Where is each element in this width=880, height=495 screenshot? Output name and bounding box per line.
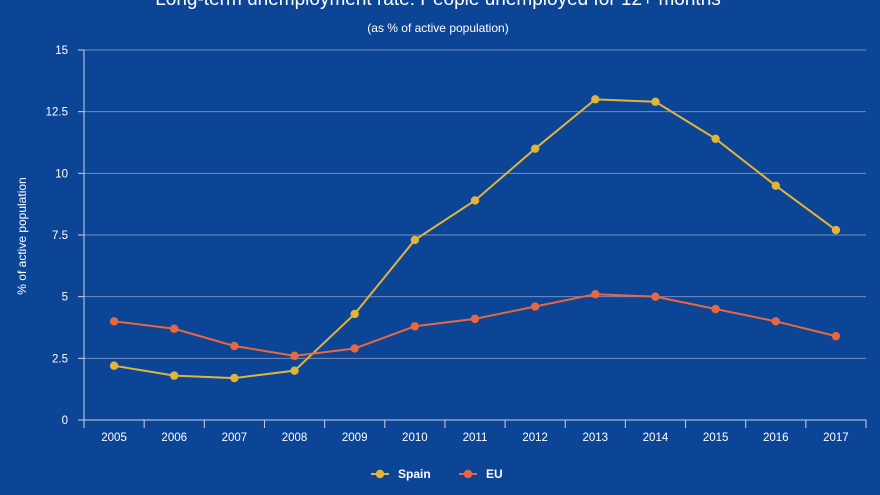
x-tick-label: 2006 (161, 432, 187, 444)
data-point-spain[interactable] (350, 309, 359, 319)
legend-label-eu: EU (486, 467, 503, 481)
data-point-eu[interactable] (290, 351, 299, 361)
y-tick-label: 12.5 (46, 107, 68, 119)
series-line-spain (113, 98, 837, 380)
data-point-spain[interactable] (290, 366, 299, 375)
data-point-spain[interactable] (470, 196, 480, 205)
data-point-spain[interactable] (711, 134, 720, 143)
data-point-spain[interactable] (831, 225, 841, 235)
legend-item-spain[interactable]: Spain (371, 467, 431, 481)
data-point-eu[interactable] (350, 344, 359, 353)
legend-marker-spain (375, 469, 385, 479)
y-tick-label: 15 (55, 45, 68, 57)
chart-subtitle: (as % of active population) (367, 21, 508, 35)
y-tick-label: 10 (55, 168, 68, 180)
axis-layer: 0 2.5 5 7.5 10 12.5 15 2005 2006 2007 2008 2009 2010… (46, 45, 867, 444)
data-point-eu[interactable] (530, 302, 540, 311)
x-tick-label: 2011 (463, 432, 488, 444)
data-point-spain[interactable] (230, 373, 239, 383)
x-tick-label: 2015 (703, 432, 729, 444)
y-axis-label: % of active population (15, 177, 29, 294)
data-point-spain[interactable] (771, 181, 780, 190)
data-point-eu[interactable] (170, 324, 179, 333)
data-point-eu[interactable] (711, 304, 720, 314)
data-point-eu[interactable] (651, 292, 660, 301)
y-tick-label: 2.5 (52, 353, 68, 365)
chart-title: Long-term unemployment rate: People unem… (155, 0, 721, 10)
data-point-eu[interactable] (831, 331, 841, 341)
data-point-eu[interactable] (591, 290, 600, 299)
y-tick-label: 5 (62, 292, 68, 304)
data-point-eu[interactable] (470, 314, 480, 324)
data-point-spain[interactable] (109, 361, 119, 370)
series-layer (109, 95, 841, 383)
data-point-spain[interactable] (410, 235, 420, 245)
grid-layer (84, 49, 866, 359)
x-tick-label: 2005 (101, 432, 127, 444)
data-point-spain[interactable] (530, 144, 540, 153)
legend-item-eu[interactable]: EU (459, 467, 503, 481)
y-tick-label: 0 (62, 415, 68, 427)
x-tick-label: 2014 (643, 432, 669, 444)
data-point-eu[interactable] (771, 317, 780, 326)
data-point-spain[interactable] (170, 371, 179, 380)
x-tick-label: 2008 (282, 432, 308, 444)
x-tick-label: 2010 (402, 432, 428, 444)
x-tick-label: 2012 (522, 432, 548, 444)
legend-label-spain: Spain (398, 467, 431, 481)
data-point-eu[interactable] (109, 317, 119, 326)
legend-marker-eu (463, 469, 473, 479)
x-tick-label: 2017 (823, 432, 849, 444)
y-tick-label: 7.5 (52, 230, 68, 242)
x-tick-label: 2007 (222, 432, 248, 444)
series-line-eu (113, 293, 837, 357)
data-point-spain[interactable] (651, 97, 660, 107)
x-tick-label: 2013 (583, 432, 609, 444)
data-point-spain[interactable] (591, 95, 600, 104)
x-tick-label: 2009 (342, 432, 368, 444)
data-point-eu[interactable] (410, 322, 420, 331)
x-tick-label: 2016 (763, 432, 789, 444)
legend: Spain EU (371, 467, 503, 481)
data-point-eu[interactable] (230, 341, 239, 351)
